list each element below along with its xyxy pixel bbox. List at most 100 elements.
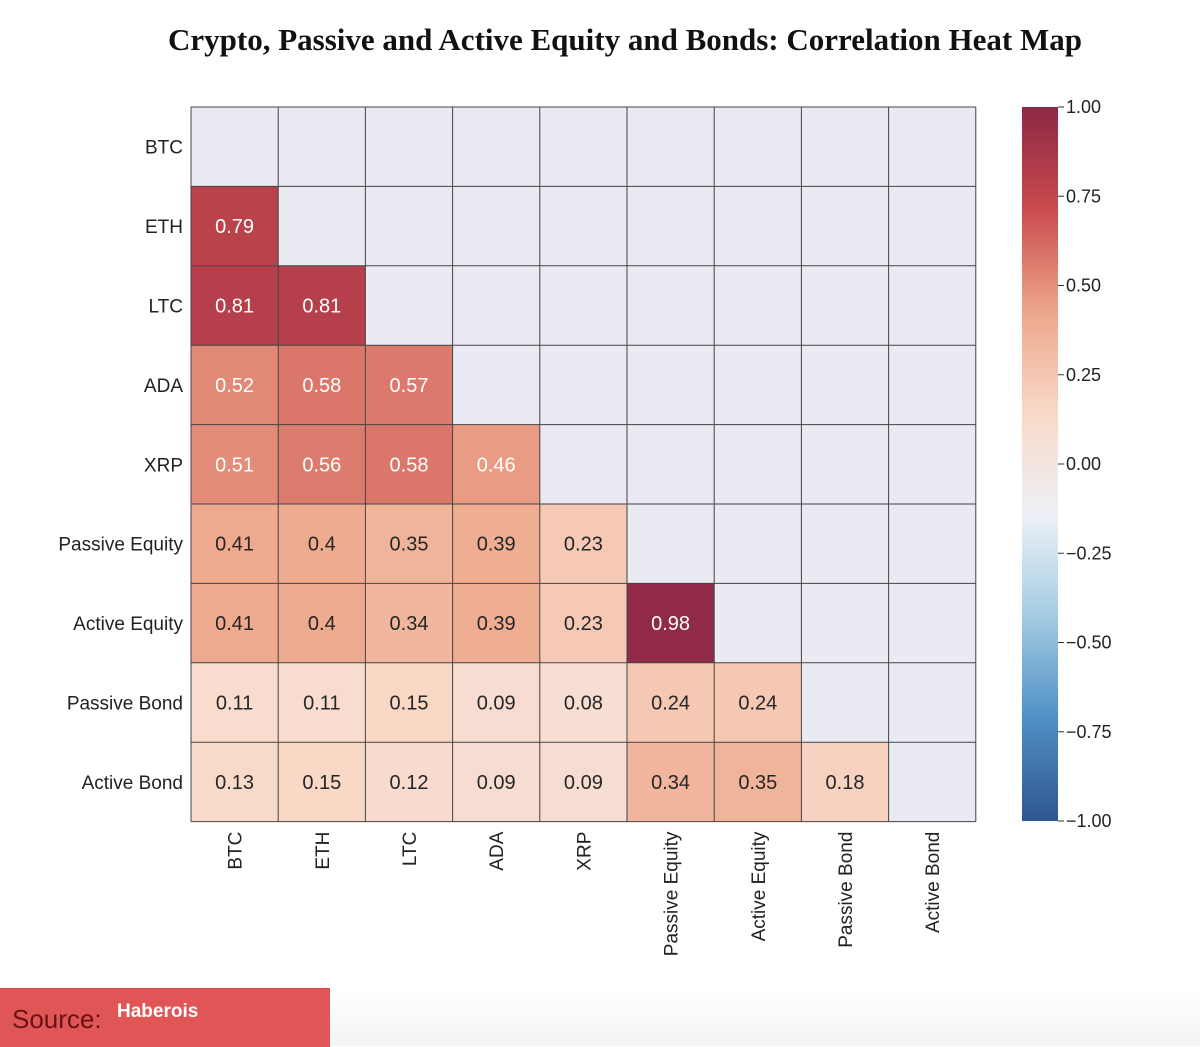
cell-value-label: 0.39 bbox=[477, 613, 516, 635]
colorbar-tick-label: 0.00 bbox=[1066, 454, 1101, 474]
cell-value-label: 0.51 bbox=[215, 454, 254, 476]
heatmap-cell bbox=[365, 504, 453, 584]
cell-value-label: 0.58 bbox=[390, 454, 429, 476]
heatmap-cell bbox=[365, 424, 453, 504]
heatmap-cell bbox=[191, 265, 279, 346]
y-tick-label: Active Equity bbox=[73, 614, 183, 635]
heatmap-cell bbox=[365, 583, 453, 663]
cell-value-label: 0.56 bbox=[302, 454, 341, 476]
cell-value-label: 0.13 bbox=[215, 772, 254, 794]
cell-value-label: 0.23 bbox=[564, 613, 603, 635]
heatmap-cell bbox=[365, 345, 453, 425]
cell-value-label: 0.52 bbox=[215, 375, 254, 397]
heatmap-cell bbox=[278, 265, 366, 346]
cell-value-label: 0.98 bbox=[651, 613, 690, 635]
heatmap-cell bbox=[278, 583, 366, 663]
heatmap-cell bbox=[191, 345, 279, 425]
correlation-heatmap: 0.79 0.81 0.81 0.52 0.58 0.57 0.51 0.56 0.58 0.46… bbox=[58, 97, 1112, 956]
cell-value-label: 0.18 bbox=[826, 772, 865, 794]
heatmap-cell bbox=[278, 742, 366, 822]
footer-strip bbox=[330, 988, 1200, 1046]
cell-value-label: 0.79 bbox=[215, 216, 254, 238]
y-tick-label: LTC bbox=[149, 297, 183, 318]
heatmap-cell bbox=[278, 662, 366, 743]
heatmap-cell bbox=[191, 583, 279, 663]
cell-value-label: 0.34 bbox=[651, 772, 690, 794]
cell-value-label: 0.35 bbox=[738, 772, 777, 794]
heatmap-cell bbox=[627, 742, 715, 822]
y-tick-label: BTC bbox=[145, 138, 183, 159]
heatmap-cell bbox=[539, 662, 627, 743]
colorbar-tick-label: −1.00 bbox=[1066, 811, 1112, 831]
cell-value-label: 0.24 bbox=[738, 693, 777, 715]
x-tick-label: BTC bbox=[226, 832, 247, 870]
heatmap-cell bbox=[191, 424, 279, 504]
heatmap-cell bbox=[365, 662, 453, 743]
y-tick-label: Active Bond bbox=[82, 773, 183, 794]
heatmap-cell bbox=[627, 583, 715, 663]
source-bar: Source: Haberois bbox=[0, 988, 330, 1047]
x-tick-label: XRP bbox=[574, 832, 595, 871]
heatmap-cell bbox=[452, 742, 540, 822]
heatmap-cell bbox=[365, 742, 453, 822]
x-tick-label: Passive Equity bbox=[662, 831, 683, 956]
cell-value-label: 0.35 bbox=[390, 534, 429, 556]
cell-value-label: 0.23 bbox=[564, 534, 603, 556]
cell-value-label: 0.34 bbox=[390, 613, 429, 635]
y-tick-label: Passive Equity bbox=[58, 535, 183, 556]
heatmap-cell bbox=[191, 742, 279, 822]
heatmap-cell bbox=[191, 662, 279, 743]
cell-value-label: 0.09 bbox=[477, 772, 516, 794]
cell-value-label: 0.15 bbox=[302, 772, 341, 794]
heatmap-cell bbox=[191, 504, 279, 584]
colorbar-tick-label: −0.25 bbox=[1066, 543, 1112, 563]
x-tick-label: Active Equity bbox=[749, 831, 770, 941]
heatmap-cell bbox=[278, 345, 366, 425]
source-value: Haberois bbox=[117, 1001, 199, 1022]
colorbar-tick-label: 0.75 bbox=[1066, 186, 1101, 206]
cell-value-label: 0.24 bbox=[651, 693, 690, 715]
x-tick-label: Active Bond bbox=[923, 832, 944, 933]
cell-value-label: 0.4 bbox=[308, 534, 336, 556]
chart-title: Crypto, Passive and Active Equity and Bo… bbox=[168, 22, 1082, 57]
heatmap-cell bbox=[539, 583, 627, 663]
cell-value-label: 0.09 bbox=[477, 693, 516, 715]
colorbar-tick-label: −0.50 bbox=[1066, 633, 1112, 653]
colorbar-tick-label: −0.75 bbox=[1066, 722, 1112, 742]
y-tick-label: ETH bbox=[145, 217, 183, 238]
cell-value-label: 0.39 bbox=[477, 534, 516, 556]
cell-value-label: 0.11 bbox=[303, 693, 340, 715]
heatmap-cell bbox=[539, 504, 627, 584]
heatmap-cell bbox=[539, 742, 627, 822]
source-label: Source: bbox=[12, 1004, 102, 1034]
cell-value-label: 0.41 bbox=[215, 534, 254, 556]
cell-value-label: 0.58 bbox=[302, 375, 341, 397]
cell-value-label: 0.41 bbox=[215, 613, 254, 635]
heatmap-cell bbox=[627, 662, 715, 743]
x-tick-label: ETH bbox=[313, 832, 334, 870]
y-tick-label: XRP bbox=[144, 455, 183, 476]
cell-value-label: 0.09 bbox=[564, 772, 603, 794]
y-tick-label: ADA bbox=[144, 376, 183, 397]
heatmap-cell bbox=[714, 662, 802, 743]
x-tick-label: LTC bbox=[400, 832, 421, 866]
heatmap-cell bbox=[191, 186, 279, 266]
y-tick-label: Passive Bond bbox=[67, 694, 183, 715]
heatmap-cell bbox=[278, 424, 366, 504]
colorbar-tick-label: 0.25 bbox=[1066, 365, 1101, 385]
x-tick-label: ADA bbox=[487, 831, 508, 870]
heatmap-cell bbox=[714, 742, 802, 822]
heatmap-cell bbox=[278, 504, 366, 584]
heatmap-cell bbox=[452, 662, 540, 743]
cell-value-label: 0.15 bbox=[390, 693, 429, 715]
cell-value-label: 0.81 bbox=[215, 296, 254, 318]
colorbar-tick-label: 1.00 bbox=[1066, 97, 1101, 117]
cell-value-label: 0.11 bbox=[216, 693, 253, 715]
cell-value-label: 0.57 bbox=[390, 375, 429, 397]
heatmap-cell bbox=[452, 424, 540, 504]
heatmap-cell bbox=[452, 583, 540, 663]
heatmap-cell bbox=[452, 504, 540, 584]
cell-value-label: 0.4 bbox=[308, 613, 336, 635]
cell-value-label: 0.81 bbox=[302, 296, 341, 318]
colorbar bbox=[1022, 107, 1058, 821]
